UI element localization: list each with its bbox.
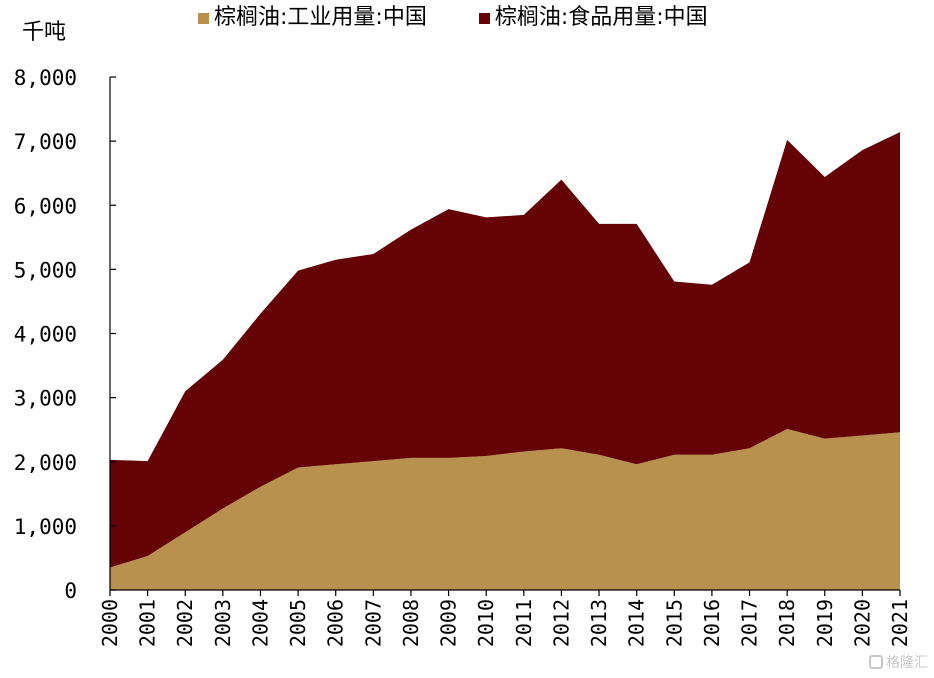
y-axis-unit-label: 千吨 [22,20,67,45]
y-tick-label: 6,000 [14,194,77,218]
y-tick-label: 5,000 [14,258,77,282]
area-series-industrial [110,429,900,590]
x-tick-label: 2021 [888,599,912,647]
x-tick-label: 2000 [98,599,122,647]
x-tick-label: 2009 [437,599,461,647]
x-tick-label: 2003 [211,599,235,647]
x-tick-label: 2017 [738,599,762,647]
legend-label-food: 棕榈油:食品用量:中国 [494,5,708,30]
y-tick-label: 0 [64,579,77,603]
x-tick-label: 2008 [399,599,423,647]
watermark-text: 格隆汇 [886,655,928,671]
y-tick-label: 1,000 [14,515,77,539]
x-tick-label: 2005 [286,599,310,647]
y-tick-label: 8,000 [14,66,77,90]
x-tick-label: 2014 [625,599,649,647]
legend-item-industrial: 棕榈油:工业用量:中国 [198,4,427,32]
x-tick-label: 2020 [850,599,874,647]
x-tick-label: 2015 [662,599,686,647]
x-tick-label: 2004 [248,599,272,647]
x-tick-label: 2010 [474,599,498,647]
area-series-food [110,132,900,568]
legend: 棕榈油:工业用量:中国 棕榈油:食品用量:中国 [198,4,760,32]
x-tick-label: 2001 [136,599,160,647]
x-tick-label: 2016 [700,599,724,647]
y-tick-label: 3,000 [14,387,77,411]
legend-item-food: 棕榈油:食品用量:中国 [478,4,708,32]
legend-label-industrial: 棕榈油:工业用量:中国 [214,5,427,30]
y-tick-label: 7,000 [14,130,77,154]
x-tick-label: 2007 [361,599,385,647]
x-tick-label: 2011 [512,599,536,647]
x-tick-label: 2012 [549,599,573,647]
watermark: 格隆汇 [869,652,928,672]
legend-swatch-food [478,12,490,24]
y-tick-label: 2,000 [14,451,77,475]
x-tick-label: 2013 [587,599,611,647]
x-tick-label: 2006 [324,599,348,647]
x-tick-label: 2019 [813,599,837,647]
y-tick-label: 4,000 [14,323,77,347]
legend-swatch-industrial [198,12,209,24]
x-tick-label: 2018 [775,599,799,647]
watermark-logo-icon [869,655,883,669]
x-tick-label: 2002 [173,599,197,647]
